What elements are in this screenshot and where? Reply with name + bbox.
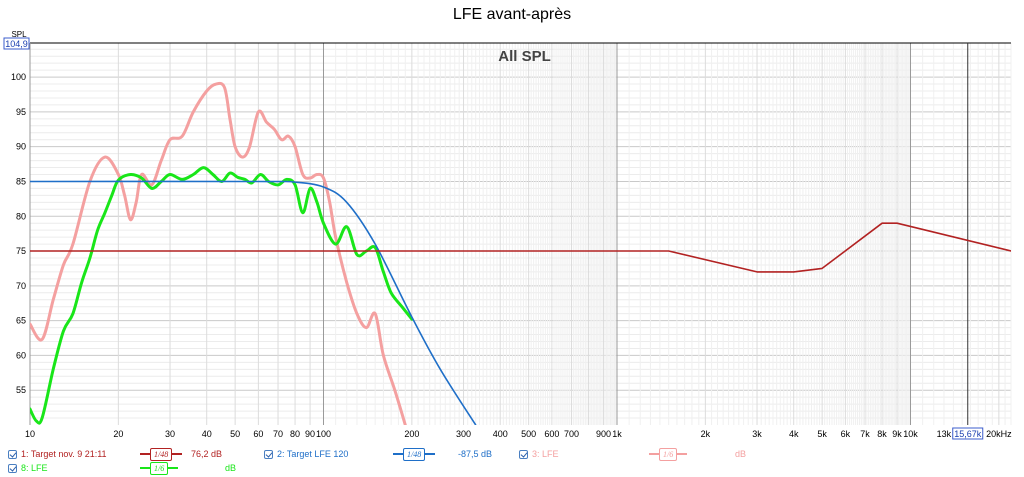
x-tick-label: 200 [404,429,419,439]
x-tick-label: 7k [860,429,870,439]
series-line-2 [30,180,477,425]
smoothing-label: 1/6 [150,461,169,475]
x-tick-label: 60 [253,429,263,439]
x-cursor-readout: 15,67k [954,429,982,439]
x-tick-label: 6k [841,429,851,439]
legend-label: 2: Target LFE 120 [277,449,349,459]
plot-title: All SPL [498,48,551,65]
y-tick-label: 60 [16,350,26,360]
checkbox-icon[interactable] [264,449,273,459]
y-tick-label: 90 [16,142,26,152]
y-tick-label: 95 [16,107,26,117]
series-line-3 [30,81,407,425]
x-tick-label: 10k [903,429,918,439]
x-tick-label: 90 [305,429,315,439]
x-tick-label: 10 [25,429,35,439]
checkbox-icon[interactable] [8,449,17,459]
chart-title: LFE avant-après [452,6,572,23]
checkbox-icon[interactable] [519,449,528,459]
legend-value: -87,5 dB [457,449,492,459]
y-tick-label: 80 [16,211,26,221]
series-group [30,81,1011,425]
x-tick-label: 20kHz [986,429,1012,439]
legend-label: 1: Target nov. 9 21:11 [21,449,107,459]
x-tick-labels: 10 20 30 40 50 60 70 80 90 100 200 300 400 500 600 700 9… [25,429,1012,439]
y-tick-label: 70 [16,281,26,291]
smoothing-selector-1[interactable]: 1/48 [140,447,183,461]
y-max-readout: 104,9 [5,39,28,49]
x-tick-label: 8k [877,429,887,439]
checkbox-icon[interactable] [8,463,17,473]
y-tick-label: 55 [16,385,26,395]
x-tick-label: 500 [521,429,536,439]
smoothing-label: 1/48 [150,447,173,461]
x-tick-label: 4k [789,429,799,439]
legend-item-2[interactable]: 2: Target LFE 120 [264,448,348,460]
y-tick-labels: 55 60 65 70 75 80 85 90 95 100 [11,72,26,395]
x-tick-label: 600 [544,429,559,439]
y-tick-label: 100 [11,72,26,82]
x-tick-label: 300 [456,429,471,439]
x-tick-label: 30 [165,429,175,439]
x-tick-label: 5k [817,429,827,439]
legend-item-4[interactable]: 8: LFE [8,462,48,474]
legend-value: dB [224,463,236,473]
smoothing-label: 1/6 [659,447,678,461]
x-tick-label: 9k [892,429,902,439]
y-tick-label: 65 [16,316,26,326]
x-tick-label: 700 [564,429,579,439]
y-max-readout-box [3,37,30,50]
legend-label: 3: LFE [532,449,559,459]
x-tick-label: 900 [596,429,611,439]
smoothing-selector-2[interactable]: 1/48 [393,447,436,461]
x-tick-label: 50 [230,429,240,439]
x-tick-label: 2k [701,429,711,439]
x-tick-label: 3k [752,429,762,439]
x-tick-label: 100 [316,429,331,439]
smoothing-selector-3[interactable]: 1/6 [649,447,688,461]
legend: 1: Target nov. 9 21:11 1/48 76,2 dB 2: T… [0,446,1024,477]
y-tick-label: 85 [16,176,26,186]
y-tick-label: 75 [16,246,26,256]
legend-value: 76,2 dB [190,449,222,459]
x-tick-label: 400 [493,429,508,439]
legend-item-3[interactable]: 3: LFE [519,448,559,460]
smoothing-label: 1/48 [403,447,426,461]
legend-item-1[interactable]: 1: Target nov. 9 21:11 [8,448,107,460]
x-gridlines [29,43,1012,425]
legend-value: dB [734,449,746,459]
y-axis-label: SPL [11,30,27,39]
x-tick-label: 20 [113,429,123,439]
x-tick-label: 13k [937,429,952,439]
x-tick-label: 1k [612,429,622,439]
series-line-4 [30,166,414,425]
legend-label: 8: LFE [21,463,48,473]
x-tick-label: 40 [202,429,212,439]
x-tick-label: 70 [273,429,283,439]
series-line-1 [30,222,1011,273]
smoothing-selector-4[interactable]: 1/6 [140,461,179,475]
x-tick-label: 80 [290,429,300,439]
x-cursor-readout-box [952,427,984,440]
